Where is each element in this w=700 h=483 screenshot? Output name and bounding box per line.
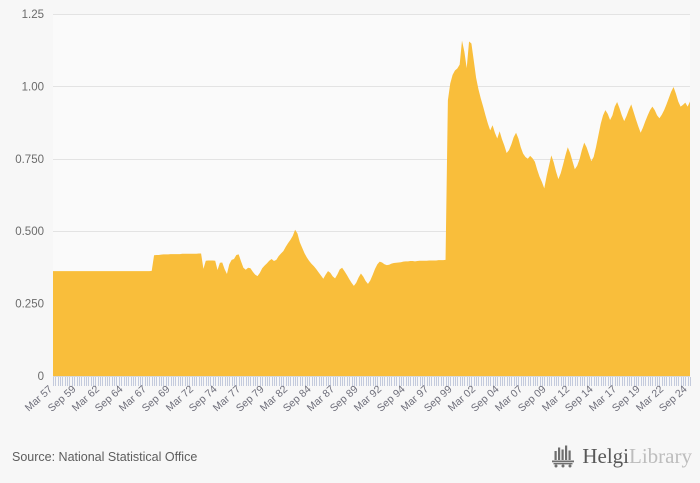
brand-secondary-text: Library — [629, 443, 692, 468]
bar-chart-building-icon — [552, 445, 575, 468]
y-axis-tick-label: 0 — [38, 371, 44, 383]
brand-wordmark: HelgiLibrary — [582, 443, 692, 468]
chart-plot-container: 0 0.250 0.500 0.750 1.00 1.25 Mar 57 Sep 59 Mar… — [15, 9, 691, 415]
y-axis-tick-label: 1.25 — [22, 9, 44, 21]
y-axis-tick-label: 1.00 — [22, 81, 44, 93]
chart-footer: Source: National Statistical Office Helg… — [0, 435, 700, 483]
brand-primary-text: Helgi — [582, 443, 630, 468]
series-group — [53, 40, 690, 376]
y-axis-tick-label: 0.750 — [15, 154, 44, 166]
y-axis-tick-label: 0.250 — [15, 299, 44, 311]
y-axis-labels-group: 0 0.250 0.500 0.750 1.00 1.25 — [15, 9, 44, 383]
helgi-library-logo[interactable]: HelgiLibrary — [551, 444, 692, 468]
source-label: Source: National Statistical Office — [12, 450, 198, 464]
minor-ticks-group — [53, 377, 691, 386]
series-area-path — [53, 40, 690, 376]
y-axis-tick-label: 0.500 — [15, 226, 44, 238]
